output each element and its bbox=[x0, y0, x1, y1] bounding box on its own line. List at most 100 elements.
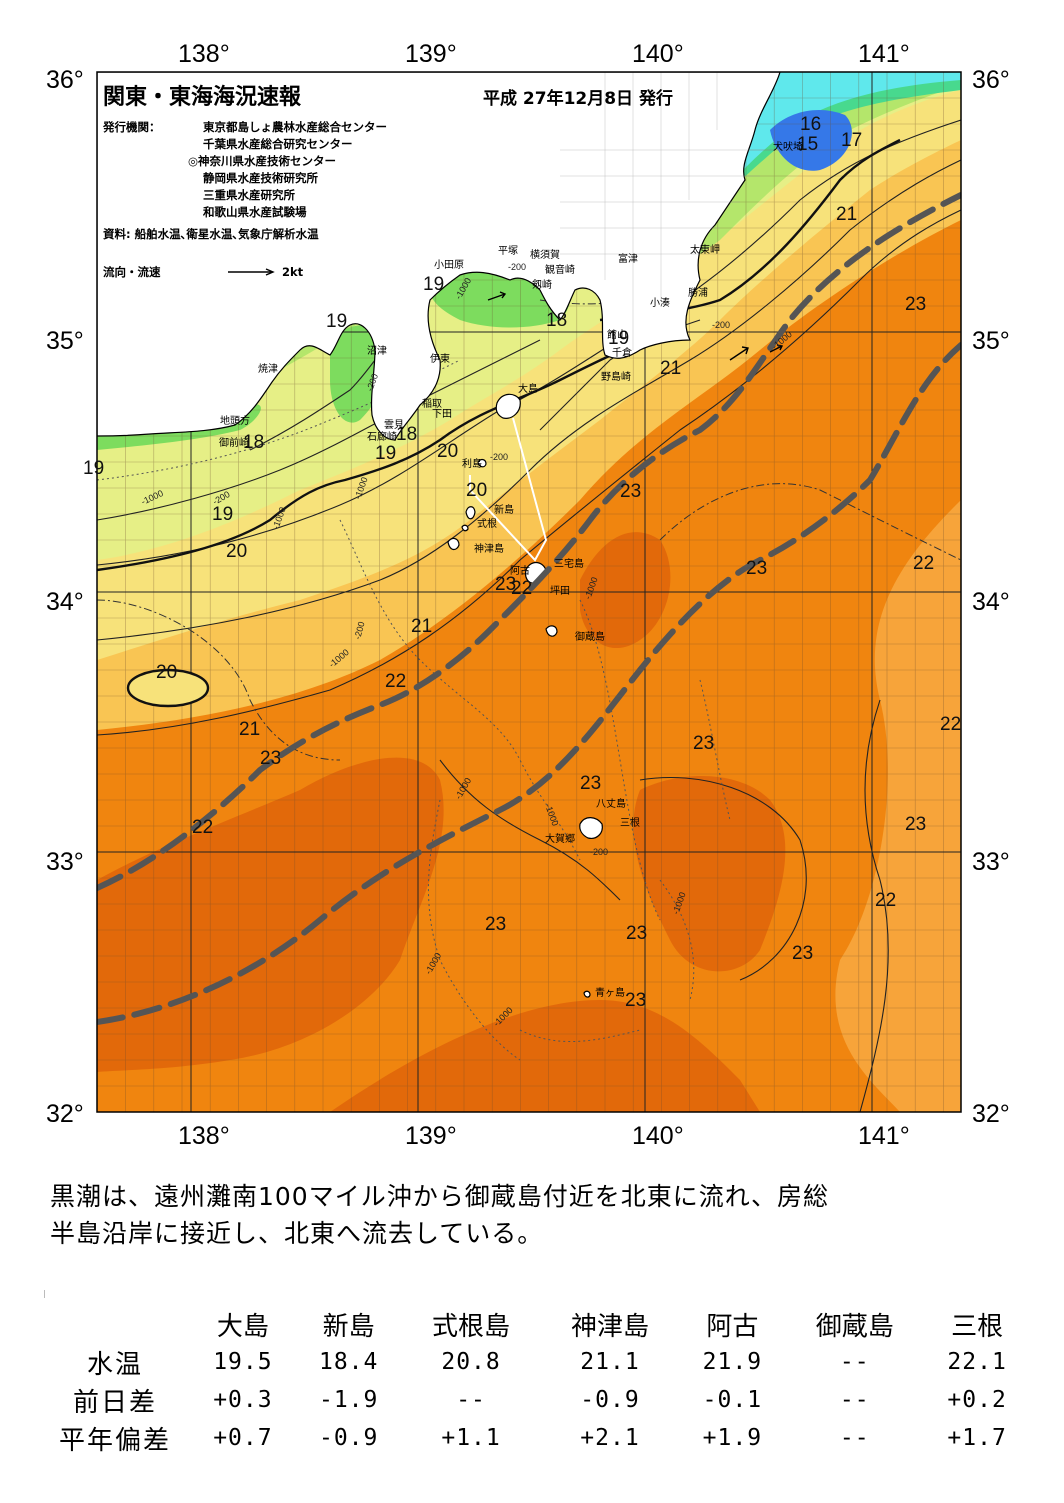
lat-label: 36° bbox=[46, 66, 84, 94]
place-name: 野島崎 bbox=[601, 370, 631, 383]
place-name: 剱崎 bbox=[532, 278, 552, 291]
isotherm-label: 16 bbox=[800, 114, 821, 135]
place-name: 地頭方 bbox=[220, 414, 250, 427]
publisher-item: 和歌山県水産試験場 bbox=[203, 205, 307, 219]
isotherm-label: 19 bbox=[375, 443, 396, 464]
lat-label: 32° bbox=[972, 1100, 1010, 1128]
depth-label: -200 bbox=[352, 621, 366, 641]
table-cell: 18.4 bbox=[318, 1349, 379, 1375]
table-cell: 21.1 bbox=[580, 1349, 640, 1375]
cyan-region bbox=[700, 72, 961, 220]
table-cell: -1.9 bbox=[318, 1387, 379, 1413]
isotherm-label: 22 bbox=[913, 553, 934, 574]
column-header: 御蔵島 bbox=[815, 1311, 894, 1342]
longitude-labels-top: 138° 139° 140° 141° bbox=[178, 40, 910, 68]
table-cell: -- bbox=[839, 1349, 870, 1375]
lon-label: 139° bbox=[405, 1122, 457, 1150]
lon-label: 138° bbox=[178, 1122, 230, 1150]
lat-label: 34° bbox=[972, 588, 1010, 616]
ship-track bbox=[469, 417, 548, 562]
station-temperature-table: 大島 新島 式根島 神津島 阿古 御蔵島 三根 水温 19.5 18.4 20.… bbox=[40, 1305, 1030, 1457]
isotherm-20-closed bbox=[126, 668, 210, 708]
isotherm-label: 23 bbox=[693, 733, 714, 754]
isotherm-label: 20 bbox=[466, 480, 487, 501]
lat-label: 34° bbox=[46, 588, 84, 616]
isotherm-lines bbox=[97, 119, 961, 1112]
kuroshio-axis bbox=[97, 192, 961, 1025]
latitude-labels-left: 36° 35° 34° 33° 32° bbox=[46, 66, 84, 1128]
isotherm-label: 23 bbox=[620, 481, 641, 502]
place-name: 式根 bbox=[477, 517, 497, 530]
current-legend-label: 流向・流速 bbox=[103, 265, 161, 279]
place-name: 下田 bbox=[432, 409, 452, 420]
row-header: 前日差 bbox=[72, 1387, 157, 1418]
isotherm-label: 23 bbox=[905, 294, 926, 315]
hachijojima bbox=[579, 817, 603, 839]
place-name: 勝浦 bbox=[688, 286, 708, 299]
isotherm-label: 23 bbox=[625, 990, 646, 1011]
isotherm-label: 22 bbox=[940, 714, 961, 735]
lon-label: 138° bbox=[178, 40, 230, 68]
place-name: 横須賀 bbox=[530, 248, 560, 261]
data-source: 資料: 船舶水温､衛星水温､気象庁解析水温 bbox=[103, 227, 319, 241]
place-name: 新島 bbox=[494, 503, 514, 516]
place-name: 大島 bbox=[518, 382, 538, 395]
isotherm-label: 23 bbox=[495, 574, 516, 595]
row-header: 平年偏差 bbox=[58, 1425, 171, 1456]
place-name: 御蔵島 bbox=[575, 630, 605, 643]
latitude-labels-right: 36° 35° 34° 33° 32° bbox=[972, 66, 1010, 1128]
kuroshio-summary: 黒潮は、遠州灘南100マイル沖から御蔵島付近を北東に流れ、房総 半島沿岸に接近し… bbox=[50, 1178, 1020, 1252]
aogashima bbox=[583, 990, 591, 998]
lat-label: 35° bbox=[972, 327, 1010, 355]
map-title: 関東・東海海況速報 bbox=[103, 84, 302, 110]
isotherm-label: 19 bbox=[608, 328, 629, 349]
place-name: 富津 bbox=[618, 252, 638, 265]
isotherm-label: 18 bbox=[243, 432, 264, 453]
place-name: 平塚 bbox=[498, 245, 518, 257]
publisher-item: 三重県水産研究所 bbox=[203, 188, 295, 202]
table-cell: -- bbox=[839, 1387, 870, 1413]
niijima bbox=[465, 506, 476, 520]
place-name: 稲取 bbox=[422, 398, 442, 410]
isotherm-label: 23 bbox=[905, 814, 926, 835]
isotherm-label: 22 bbox=[192, 817, 213, 838]
place-name: 八丈島 bbox=[596, 797, 626, 810]
isotherm-label: 19 bbox=[326, 311, 347, 332]
lon-label: 139° bbox=[405, 40, 457, 68]
publisher-item: 東京都島しょ農林水産総合センター bbox=[203, 120, 387, 134]
issue-date: 平成 27年12月8日 発行 bbox=[483, 88, 673, 109]
current-arrows bbox=[487, 291, 784, 361]
depth-label: -200 bbox=[508, 262, 526, 272]
publisher-item: 千葉県水産総合研究センター bbox=[203, 137, 353, 151]
place-name: 石廊崎 bbox=[367, 430, 397, 443]
summary-line: 半島沿岸に接近し、北東へ流去している。 bbox=[50, 1219, 544, 1248]
isotherm-label: 22 bbox=[875, 890, 896, 911]
table-cell: -0.9 bbox=[580, 1387, 640, 1413]
place-name: 小湊 bbox=[650, 296, 670, 309]
map-header: 関東・東海海況速報 平成 27年12月8日 発行 発行機関： 東京都島しょ農林水… bbox=[102, 84, 673, 279]
isotherm-label: 19 bbox=[83, 458, 104, 479]
longitude-labels-bottom: 138° 139° 140° 141° bbox=[178, 1122, 910, 1150]
lat-label: 33° bbox=[46, 848, 84, 876]
place-name: 神津島 bbox=[474, 542, 504, 555]
isotherm-label: 18 bbox=[546, 310, 567, 331]
table-corner bbox=[40, 1305, 190, 1343]
lon-label: 141° bbox=[858, 40, 910, 68]
place-name: 利島 bbox=[462, 457, 482, 470]
isotherm-label: 21 bbox=[411, 616, 432, 637]
warm-light-region bbox=[835, 500, 961, 1112]
place-name: 館山 bbox=[607, 328, 627, 341]
lat-label: 35° bbox=[46, 327, 84, 355]
table-header-row: 大島 新島 式根島 神津島 阿古 御蔵島 三根 bbox=[40, 1305, 1030, 1343]
place-name: 三宅島 bbox=[554, 557, 584, 570]
isotherm-label: 20 bbox=[226, 541, 247, 562]
isotherm-label: 19 bbox=[212, 504, 233, 525]
isotherm-label: 20 bbox=[437, 441, 458, 462]
isotherm-label: 15 bbox=[797, 134, 818, 155]
table-row: 平年偏差 +0.7 -0.9 +1.1 +2.1 +1.9 -- +1.7 bbox=[40, 1419, 1030, 1457]
lat-label: 36° bbox=[972, 66, 1010, 94]
warm-dark-region-south bbox=[330, 1000, 760, 1112]
row-header: 水温 bbox=[86, 1349, 143, 1380]
depth-label: -200 bbox=[490, 452, 508, 462]
